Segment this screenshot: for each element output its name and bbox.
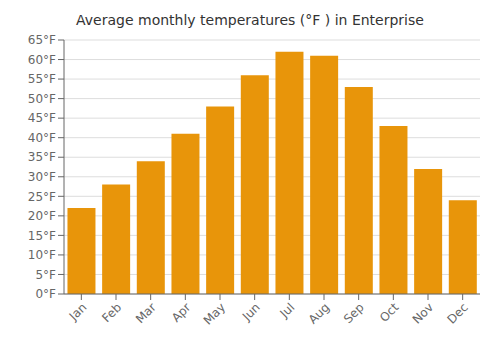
svg-text:50°F: 50°F (28, 92, 56, 106)
svg-text:Nov: Nov (410, 300, 436, 326)
svg-text:65°F: 65°F (28, 33, 56, 47)
svg-text:Aug: Aug (306, 300, 332, 326)
svg-text:60°F: 60°F (28, 53, 56, 67)
svg-text:Oct: Oct (377, 300, 402, 325)
svg-text:Jul: Jul (277, 300, 298, 321)
svg-text:Feb: Feb (99, 300, 124, 325)
svg-text:15°F: 15°F (28, 229, 56, 243)
svg-text:Jan: Jan (66, 300, 90, 324)
svg-text:40°F: 40°F (28, 131, 56, 145)
svg-text:25°F: 25°F (28, 190, 56, 204)
svg-text:Dec: Dec (444, 300, 470, 326)
svg-text:10°F: 10°F (28, 248, 56, 262)
svg-text:0°F: 0°F (35, 287, 56, 301)
svg-text:30°F: 30°F (28, 170, 56, 184)
svg-text:Jun: Jun (239, 300, 263, 324)
html-text:Average monthly temperatures (: Average monthly temperatures (°F ) in En… (76, 12, 424, 28)
svg-text:Sep: Sep (341, 300, 367, 326)
svg-text:20°F: 20°F (28, 209, 56, 223)
svg-text:55°F: 55°F (28, 72, 56, 86)
svg-text:May: May (201, 300, 228, 327)
svg-text:45°F: 45°F (28, 111, 56, 125)
svg-text:Apr: Apr (169, 300, 194, 325)
svg-text:35°F: 35°F (28, 150, 56, 164)
svg-text:Mar: Mar (133, 300, 159, 326)
svg-text:5°F: 5°F (35, 268, 56, 282)
